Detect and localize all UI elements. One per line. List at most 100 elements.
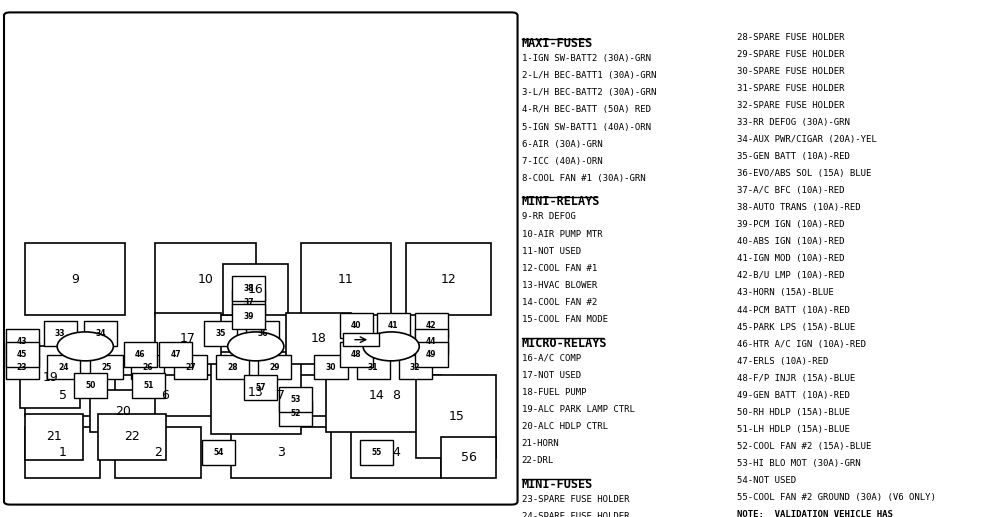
Bar [377, 313, 410, 338]
Text: 54: 54 [213, 448, 223, 457]
Text: 1: 1 [59, 446, 66, 459]
Text: 21-HORN: 21-HORN [521, 439, 559, 448]
Text: 19-ALC PARK LAMP CTRL: 19-ALC PARK LAMP CTRL [521, 405, 634, 414]
Bar [5, 342, 38, 367]
Bar [351, 427, 441, 478]
Text: 52: 52 [291, 409, 301, 418]
Text: 6-AIR (30A)-GRN: 6-AIR (30A)-GRN [521, 140, 601, 148]
Bar [98, 414, 166, 460]
Bar [415, 313, 448, 338]
Text: 28: 28 [227, 362, 237, 372]
Text: 24: 24 [58, 362, 68, 372]
Text: 6: 6 [161, 389, 169, 402]
Text: 5: 5 [59, 389, 66, 402]
Bar [90, 390, 155, 432]
Text: MINI-FUSES: MINI-FUSES [521, 478, 592, 491]
Bar [25, 243, 125, 315]
Text: 8-COOL FAN #1 (30A)-GRN: 8-COOL FAN #1 (30A)-GRN [521, 174, 644, 183]
Text: 27: 27 [185, 362, 195, 372]
Bar [406, 243, 491, 315]
Text: 54-NOT USED: 54-NOT USED [736, 476, 796, 485]
Text: 45-PARK LPS (15A)-BLUE: 45-PARK LPS (15A)-BLUE [736, 323, 855, 331]
Text: 18-FUEL PUMP: 18-FUEL PUMP [521, 388, 585, 397]
Bar [301, 243, 391, 315]
Text: MINI-RELAYS: MINI-RELAYS [521, 195, 599, 208]
Text: 15: 15 [448, 409, 464, 423]
Bar [155, 243, 256, 315]
Bar [357, 355, 389, 379]
Bar [415, 329, 448, 354]
Text: 57: 57 [256, 383, 266, 392]
Bar [326, 359, 426, 432]
Text: 20: 20 [115, 404, 130, 418]
Bar [416, 375, 496, 458]
Text: 33-RR DEFOG (30A)-GRN: 33-RR DEFOG (30A)-GRN [736, 118, 850, 127]
Text: 2: 2 [154, 446, 161, 459]
Bar [339, 342, 372, 367]
Text: 32-SPARE FUSE HOLDER: 32-SPARE FUSE HOLDER [736, 101, 844, 110]
Text: 13: 13 [247, 386, 264, 400]
Bar [286, 313, 351, 364]
Text: 45: 45 [17, 349, 27, 359]
Bar [279, 387, 313, 412]
Bar [115, 427, 200, 478]
Text: 4: 4 [392, 446, 400, 459]
Text: 1-IGN SW-BATT2 (30A)-GRN: 1-IGN SW-BATT2 (30A)-GRN [521, 54, 650, 63]
Text: 38-AUTO TRANS (10A)-RED: 38-AUTO TRANS (10A)-RED [736, 203, 860, 212]
Text: 5-IGN SW-BATT1 (40A)-ORN: 5-IGN SW-BATT1 (40A)-ORN [521, 123, 650, 131]
Text: 53-HI BLO MOT (30A)-GRN: 53-HI BLO MOT (30A)-GRN [736, 459, 860, 468]
Bar [5, 355, 38, 379]
Bar [132, 373, 164, 398]
Text: 10: 10 [197, 272, 213, 286]
Bar [244, 375, 277, 400]
Bar [230, 375, 331, 416]
Bar [44, 321, 76, 346]
Text: 23: 23 [17, 362, 27, 372]
Text: 49-GEN BATT (10A)-RED: 49-GEN BATT (10A)-RED [736, 391, 850, 400]
Text: 22: 22 [124, 430, 140, 444]
Text: 15-COOL FAN MODE: 15-COOL FAN MODE [521, 315, 607, 324]
Text: 11: 11 [338, 272, 354, 286]
Text: 34-AUX PWR/CIGAR (20A)-YEL: 34-AUX PWR/CIGAR (20A)-YEL [736, 135, 876, 144]
Text: 41-IGN MOD (10A)-RED: 41-IGN MOD (10A)-RED [736, 254, 844, 263]
Text: 13-HVAC BLOWER: 13-HVAC BLOWER [521, 281, 596, 290]
Text: 44: 44 [426, 337, 436, 346]
Text: 37-A/C BFC (10A)-RED: 37-A/C BFC (10A)-RED [736, 186, 844, 195]
Text: 51: 51 [143, 381, 153, 390]
Bar [339, 313, 372, 338]
Bar [279, 401, 313, 426]
Bar [204, 321, 237, 346]
Text: 17: 17 [180, 332, 195, 345]
Text: 48-F/P INJR (15A)-BLUE: 48-F/P INJR (15A)-BLUE [736, 374, 855, 383]
Text: 30-SPARE FUSE HOLDER: 30-SPARE FUSE HOLDER [736, 67, 844, 75]
Text: 8: 8 [392, 389, 400, 402]
Text: 47: 47 [170, 349, 180, 359]
Text: 55: 55 [371, 448, 381, 457]
Bar [230, 427, 331, 478]
Text: 11-NOT USED: 11-NOT USED [521, 247, 580, 255]
Bar [5, 329, 38, 354]
Text: 12: 12 [441, 272, 456, 286]
Text: 22-DRL: 22-DRL [521, 456, 553, 465]
Bar [174, 355, 206, 379]
Text: 16-A/C COMP: 16-A/C COMP [521, 354, 580, 362]
Text: 21: 21 [46, 430, 62, 444]
Bar [231, 304, 265, 329]
Text: 25: 25 [101, 362, 111, 372]
Text: 53: 53 [291, 394, 301, 404]
Text: 50-RH HDLP (15A)-BLUE: 50-RH HDLP (15A)-BLUE [736, 408, 850, 417]
Bar [74, 373, 106, 398]
Text: 39: 39 [243, 312, 254, 321]
Text: 52-COOL FAN #2 (15A)-BLUE: 52-COOL FAN #2 (15A)-BLUE [736, 442, 871, 451]
Text: 42-B/U LMP (10A)-RED: 42-B/U LMP (10A)-RED [736, 271, 844, 280]
Bar [210, 352, 301, 434]
Text: 24-SPARE FUSE HOLDER: 24-SPARE FUSE HOLDER [521, 512, 628, 517]
Bar [343, 333, 379, 346]
Bar [202, 440, 234, 465]
Bar [359, 440, 392, 465]
Bar [115, 375, 215, 416]
Text: 10-AIR PUMP MTR: 10-AIR PUMP MTR [521, 230, 601, 238]
Circle shape [227, 332, 284, 361]
Bar [259, 355, 292, 379]
Text: 39-PCM IGN (10A)-RED: 39-PCM IGN (10A)-RED [736, 220, 844, 229]
